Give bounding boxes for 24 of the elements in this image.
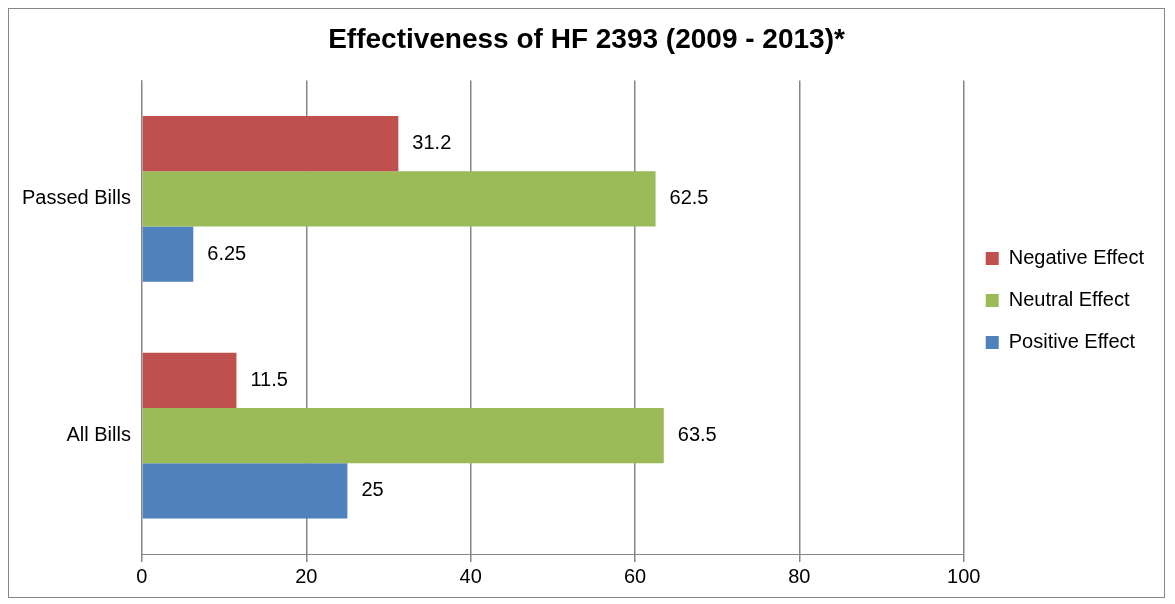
x-tick-label: 0 bbox=[136, 564, 148, 587]
x-tick-label: 40 bbox=[459, 564, 482, 587]
x-tick-label: 20 bbox=[295, 564, 318, 587]
bar bbox=[142, 352, 237, 409]
data-label: 63.5 bbox=[677, 423, 717, 446]
legend-label: Negative Effect bbox=[1008, 246, 1145, 269]
x-tick-label: 80 bbox=[788, 564, 811, 587]
x-tick-label: 100 bbox=[947, 564, 981, 587]
data-label: 31.2 bbox=[412, 131, 452, 154]
data-label: 11.5 bbox=[250, 367, 288, 390]
y-tick-label: All Bills bbox=[66, 423, 131, 446]
chart-title: Effectiveness of HF 2393 (2009 - 2013)* bbox=[328, 22, 845, 54]
bar bbox=[142, 408, 664, 464]
legend-label: Neutral Effect bbox=[1008, 288, 1130, 311]
x-tick-label: 60 bbox=[623, 564, 647, 587]
bar bbox=[142, 226, 194, 282]
bar bbox=[142, 171, 656, 227]
data-label: 25 bbox=[361, 478, 384, 501]
bar bbox=[142, 463, 348, 519]
y-tick-label: Passed Bills bbox=[22, 186, 131, 209]
bar bbox=[142, 116, 399, 172]
legend-label: Positive Effect bbox=[1008, 330, 1136, 353]
data-label: 62.5 bbox=[669, 186, 709, 209]
data-label: 6.25 bbox=[207, 241, 247, 264]
